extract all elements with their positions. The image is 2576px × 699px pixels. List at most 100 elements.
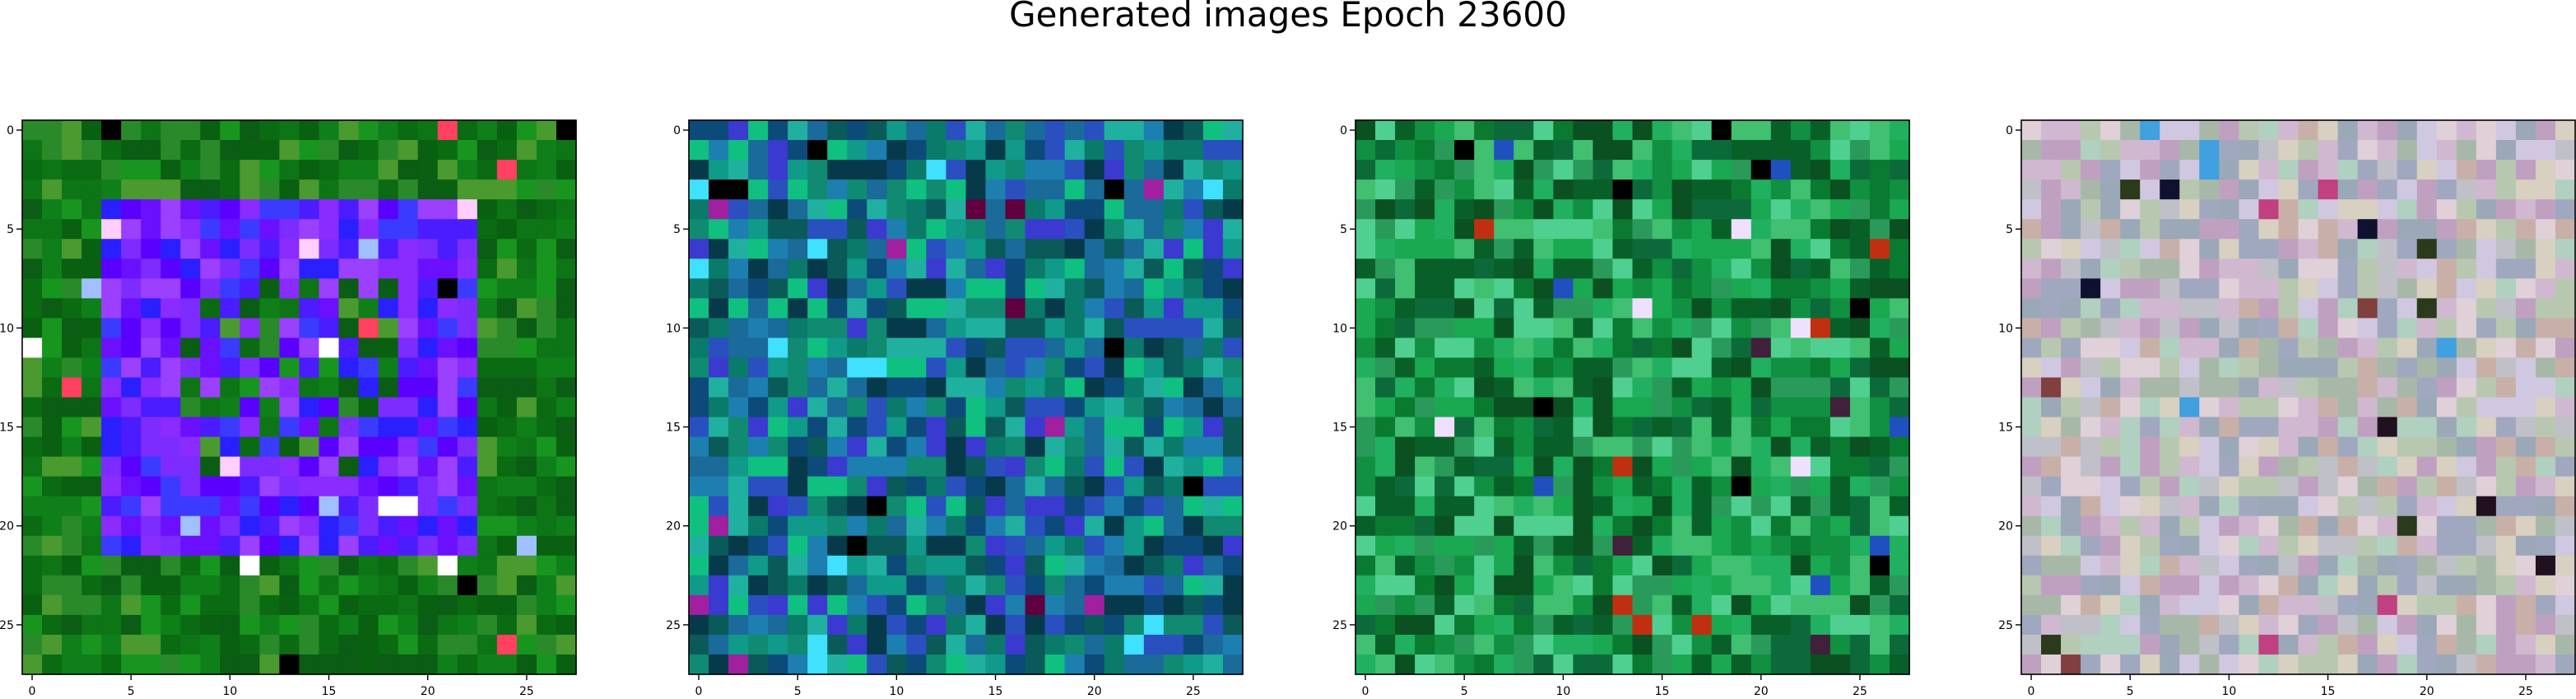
pixel-cell <box>2219 576 2239 596</box>
pixel-cell <box>2397 219 2418 240</box>
pixel-cell <box>220 140 240 161</box>
pixel-cell <box>121 576 142 596</box>
pixel-cell <box>1830 160 1851 180</box>
pixel-cell <box>2457 655 2477 675</box>
pixel-cell <box>1811 298 1831 319</box>
pixel-cell <box>2160 338 2180 358</box>
pixel-cell <box>438 556 458 576</box>
pixel-cell <box>1811 556 1831 576</box>
pixel-cell <box>1085 576 1105 596</box>
pixel-cell <box>2516 516 2536 537</box>
pixel-cell <box>2378 556 2398 576</box>
pixel-cell <box>2160 516 2180 537</box>
pixel-cell <box>1006 239 1026 259</box>
pixel-cell <box>2100 655 2121 675</box>
pixel-cell <box>1025 516 1046 537</box>
pixel-cell <box>2140 298 2160 319</box>
pixel-cell <box>966 496 987 517</box>
pixel-cell <box>239 298 260 319</box>
pixel-cell <box>1830 595 1851 616</box>
y-tick-label: 20 <box>1998 520 2013 534</box>
pixel-cell <box>1395 120 1416 141</box>
pixel-cell <box>81 615 102 636</box>
pixel-cell <box>497 655 518 675</box>
pixel-cell <box>1164 437 1184 458</box>
pixel-cell <box>2061 477 2081 497</box>
pixel-cell <box>497 377 518 398</box>
pixel-cell <box>379 120 399 141</box>
pixel-cell <box>2496 259 2517 279</box>
pixel-cell <box>2378 398 2398 418</box>
pixel-cell <box>1771 179 1792 200</box>
pixel-cell <box>2081 259 2101 279</box>
pixel-cell <box>1890 318 1910 338</box>
pixel-cell <box>1593 457 1613 478</box>
pixel-cell <box>867 298 887 319</box>
pixel-cell <box>121 635 142 655</box>
pixel-cell <box>141 417 161 438</box>
pixel-cell <box>2041 377 2062 398</box>
pixel-cell <box>2081 437 2101 458</box>
pixel-cell <box>748 179 769 200</box>
pixel-cell <box>2397 496 2418 517</box>
pixel-cell <box>2457 635 2477 655</box>
pixel-cell <box>239 278 260 299</box>
pixel-cell <box>966 536 987 557</box>
pixel-cell <box>1514 278 1534 299</box>
pixel-cell <box>1653 298 1673 319</box>
pixel-cell <box>2239 477 2259 497</box>
pixel-cell <box>709 199 729 220</box>
pixel-cell <box>2536 576 2556 596</box>
pixel-cell <box>2496 140 2517 161</box>
pixel-cell <box>1474 417 1495 438</box>
pixel-cell <box>906 179 927 200</box>
pixel-cell <box>2437 199 2457 220</box>
pixel-cell <box>379 437 399 458</box>
pixel-cell <box>1104 338 1125 358</box>
pixel-cell <box>788 536 808 557</box>
pixel-cell <box>1045 199 1066 220</box>
pixel-cell <box>200 140 221 161</box>
pixel-cell <box>709 457 729 478</box>
pixel-cell <box>2397 536 2418 557</box>
pixel-cell <box>2318 179 2339 200</box>
pixel-grid <box>689 120 1244 675</box>
pixel-cell <box>418 120 439 141</box>
pixel-cell <box>2358 357 2378 378</box>
pixel-cell <box>2437 357 2457 378</box>
pixel-cell <box>1633 120 1653 141</box>
pixel-cell <box>1474 516 1495 537</box>
pixel-cell <box>1025 536 1046 557</box>
pixel-cell <box>537 140 557 161</box>
pixel-cell <box>2338 417 2359 438</box>
pixel-cell <box>1692 259 1713 279</box>
pixel-cell <box>556 357 577 378</box>
pixel-cell <box>1454 615 1475 636</box>
pixel-cell <box>81 219 102 240</box>
pixel-cell <box>827 477 848 497</box>
pixel-cell <box>1850 556 1871 576</box>
pixel-cell <box>2081 556 2101 576</box>
pixel-cell <box>1850 398 1871 418</box>
pixel-cell <box>847 496 867 517</box>
pixel-cell <box>537 239 557 259</box>
pixel-cell <box>1771 655 1792 675</box>
pixel-cell <box>946 160 966 180</box>
pixel-cell <box>458 595 478 616</box>
pixel-cell <box>689 556 709 576</box>
pixel-cell <box>1573 199 1593 220</box>
pixel-cell <box>946 120 966 141</box>
pixel-cell <box>1553 457 1574 478</box>
pixel-cell <box>1672 635 1693 655</box>
pixel-cell <box>121 259 142 279</box>
pixel-cell <box>259 576 280 596</box>
pixel-cell <box>2378 635 2398 655</box>
pixel-cell <box>2179 179 2200 200</box>
pixel-cell <box>1395 160 1416 180</box>
pixel-cell <box>22 496 43 517</box>
pixel-cell <box>300 278 320 299</box>
pixel-cell <box>2081 318 2101 338</box>
pixel-cell <box>2536 278 2556 299</box>
pixel-cell <box>259 516 280 537</box>
pixel-cell <box>1653 259 1673 279</box>
